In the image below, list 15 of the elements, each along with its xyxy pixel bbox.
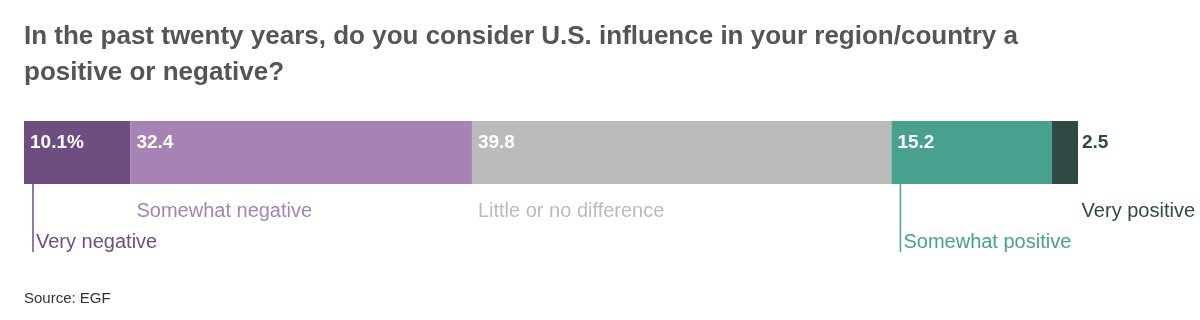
series-label: Very positive bbox=[1081, 199, 1195, 221]
text: Somewhat positive bbox=[903, 230, 1072, 252]
chart-title: In the past twenty years, do you consider U.S. influence in your region/country a positive or negative? bbox=[24, 20, 1019, 86]
data-label: 15.2 bbox=[897, 131, 935, 152]
text: Very negative bbox=[36, 230, 158, 252]
data-label: 39.8 bbox=[477, 131, 515, 152]
bar bbox=[1051, 121, 1078, 184]
source-note: Source: EGF bbox=[24, 289, 111, 306]
bar bbox=[130, 121, 472, 184]
bar bbox=[471, 121, 892, 184]
data-label: 32.4 bbox=[136, 131, 174, 152]
data-label: 10.1% bbox=[30, 131, 84, 152]
data-label: 2.5 bbox=[1082, 131, 1109, 152]
series-label: Somewhat negative bbox=[136, 199, 313, 221]
series-label: Little or no difference bbox=[477, 199, 665, 221]
